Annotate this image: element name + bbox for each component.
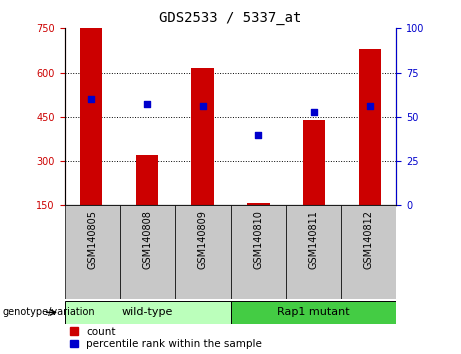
- Point: [87, 96, 95, 102]
- Point: [311, 109, 318, 114]
- Text: wild-type: wild-type: [122, 307, 173, 318]
- Bar: [359, 49, 381, 205]
- Bar: [230, 301, 396, 324]
- Text: GSM140808: GSM140808: [142, 210, 153, 269]
- Bar: [341, 205, 396, 299]
- Bar: [303, 120, 325, 205]
- Bar: [286, 205, 341, 299]
- Bar: [80, 28, 102, 205]
- Point: [255, 132, 262, 137]
- Bar: [230, 205, 286, 299]
- Bar: [191, 68, 214, 205]
- Text: GSM140805: GSM140805: [87, 210, 97, 269]
- Bar: [247, 203, 270, 205]
- Text: genotype/variation: genotype/variation: [2, 307, 95, 318]
- Bar: [120, 205, 175, 299]
- Bar: [65, 301, 230, 324]
- Bar: [65, 205, 120, 299]
- Text: GDS2533 / 5337_at: GDS2533 / 5337_at: [160, 11, 301, 25]
- Text: GSM140809: GSM140809: [198, 210, 208, 269]
- Text: GSM140812: GSM140812: [364, 210, 374, 269]
- Text: Rap1 mutant: Rap1 mutant: [277, 307, 350, 318]
- Text: GSM140811: GSM140811: [308, 210, 319, 269]
- Legend: count, percentile rank within the sample: count, percentile rank within the sample: [70, 327, 262, 349]
- Point: [143, 102, 150, 107]
- Bar: [136, 155, 158, 205]
- Point: [366, 103, 374, 109]
- Point: [199, 103, 206, 109]
- Bar: [175, 205, 230, 299]
- Text: GSM140810: GSM140810: [253, 210, 263, 269]
